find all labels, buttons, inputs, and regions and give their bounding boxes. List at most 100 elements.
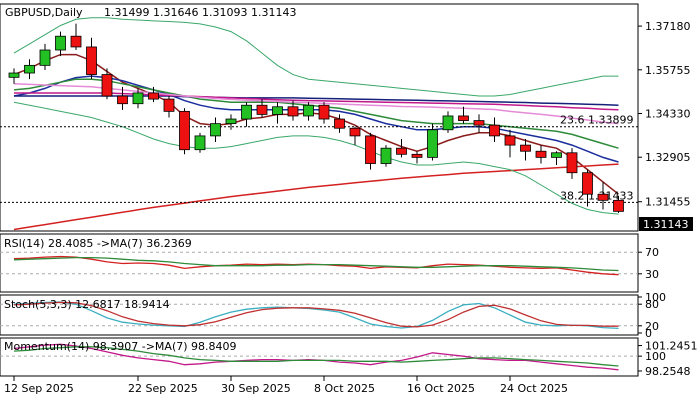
momentum-title: Momentum(14) 98.3907 ->MA(7) 98.8409 [4, 340, 237, 353]
candle-body [24, 64, 35, 74]
pane-tick-label: 100 [645, 291, 666, 304]
candle-body [520, 144, 531, 152]
fib-levels: 23.6 1.33899 38.2 1.31433 [0, 114, 638, 203]
series-ma_pink [13, 83, 619, 125]
candle-body [163, 98, 175, 112]
candle-body [287, 106, 299, 117]
pane-tick-label: 0 [645, 327, 652, 340]
candle-body [256, 104, 268, 115]
fib-level-label: 23.6 1.33899 [560, 114, 633, 127]
candle-body [8, 72, 20, 78]
candle-body [272, 106, 283, 115]
candle-body [349, 127, 361, 137]
pane-tick-label: 70 [645, 246, 659, 259]
candle-body [132, 92, 144, 105]
stoch-pane-border [0, 294, 639, 336]
series-ma_red_long [13, 163, 619, 231]
candle-body [582, 172, 593, 195]
pane-tick-label: 100 [645, 350, 666, 363]
pane-tick-label: 98.2548 [645, 365, 691, 378]
date-tick-label: 12 Sep 2025 [4, 382, 74, 395]
candle-body [318, 104, 330, 120]
candle-body [380, 147, 392, 164]
candles [8, 23, 624, 213]
stoch-title: Stoch(5,3,3) 12.6817 18.9414 [4, 298, 170, 311]
last-price-label: 1.31143 [643, 218, 689, 231]
fib-level-label: 38.2 1.31433 [560, 189, 633, 202]
price-tick-label: 1.32905 [645, 151, 691, 164]
candle-body [535, 150, 547, 158]
rsi-title: RSI(14) 28.4085 ->MA(7) 36.2369 [4, 237, 192, 250]
last-price-box [639, 217, 693, 231]
stoch-lines [0, 301, 638, 330]
series-ma_green [13, 78, 619, 149]
pane-series-line [13, 346, 619, 367]
pane-series-line [13, 301, 619, 330]
date-axis: 12 Sep 2025 22 Sep 2025 30 Sep 2025 8 Oct 2… [4, 376, 568, 395]
series-ma_blue [13, 75, 619, 163]
pane-tick-label: 101.2451 [645, 340, 698, 353]
rsi-pane: RSI(14) 28.4085 ->MA(7) 36.2369 70 30 [0, 233, 659, 293]
candle-body [210, 123, 221, 137]
candle-body [303, 104, 314, 117]
candle-body [597, 193, 609, 201]
candle-body [179, 110, 190, 151]
candle-body [117, 95, 128, 105]
candle-body [551, 152, 562, 158]
date-tick-label: 30 Sep 2025 [221, 382, 291, 395]
candle-body [86, 46, 97, 75]
momentum-pane-border [0, 337, 639, 377]
candle-body [55, 35, 66, 51]
candle-body [365, 135, 376, 164]
price-pane: 23.6 1.33899 38.2 1.31433 GBPUSD,Daily 1.… [0, 3, 693, 232]
price-tick-label: 1.34330 [645, 108, 691, 121]
rsi-axis: 70 30 [638, 246, 659, 281]
candle-body [489, 124, 500, 137]
candle-body [458, 115, 469, 121]
candle-body [613, 199, 624, 212]
pane-series-line [13, 301, 619, 328]
candle-body [427, 129, 438, 158]
date-tick-label: 16 Oct 2025 [407, 382, 475, 395]
series-bb_upper [13, 17, 619, 97]
candle-body [148, 92, 159, 100]
series-ma_magenta [14, 92, 619, 111]
date-tick-label: 24 Oct 2025 [500, 382, 568, 395]
pane-tick-label: 80 [645, 298, 659, 311]
candle-body [411, 153, 423, 158]
price-overlays [13, 17, 619, 231]
rsi-pane-border [0, 233, 639, 293]
price-tick-label: 1.35755 [645, 64, 691, 77]
pane-series-line [13, 256, 619, 272]
candle-body [225, 118, 237, 125]
date-tick-label: 8 Oct 2025 [314, 382, 375, 395]
momentum-pane: Momentum(14) 98.3907 ->MA(7) 98.8409 101… [0, 337, 698, 378]
series-bb_lower [13, 101, 619, 215]
momentum-lines [0, 343, 638, 371]
pane-tick-label: 20 [645, 320, 659, 333]
price-tick-label: 1.37180 [645, 20, 691, 33]
price-axis: 1.37180 1.35755 1.34330 1.32905 1.31455 [638, 20, 691, 209]
candle-body [396, 147, 407, 155]
candle-body [504, 135, 516, 146]
series-ma_fast [13, 53, 619, 195]
candle-body [334, 118, 345, 129]
date-tick-label: 22 Sep 2025 [128, 382, 198, 395]
series-ma_navy [14, 95, 619, 106]
candle-body [39, 49, 51, 66]
candle-body [194, 135, 206, 151]
chart-header-ohlc: 1.31499 1.31646 1.31093 1.31143 [104, 6, 296, 19]
candle-body [566, 152, 578, 174]
candle-body [70, 35, 82, 48]
chart-header-symbol: GBPUSD,Daily [5, 6, 83, 19]
candle-body [442, 115, 454, 131]
candle-body [473, 120, 485, 126]
rsi-lines [0, 251, 638, 276]
price-tick-label: 1.31455 [645, 196, 691, 209]
candle-body [241, 104, 252, 120]
pane-tick-label: 30 [645, 268, 659, 281]
